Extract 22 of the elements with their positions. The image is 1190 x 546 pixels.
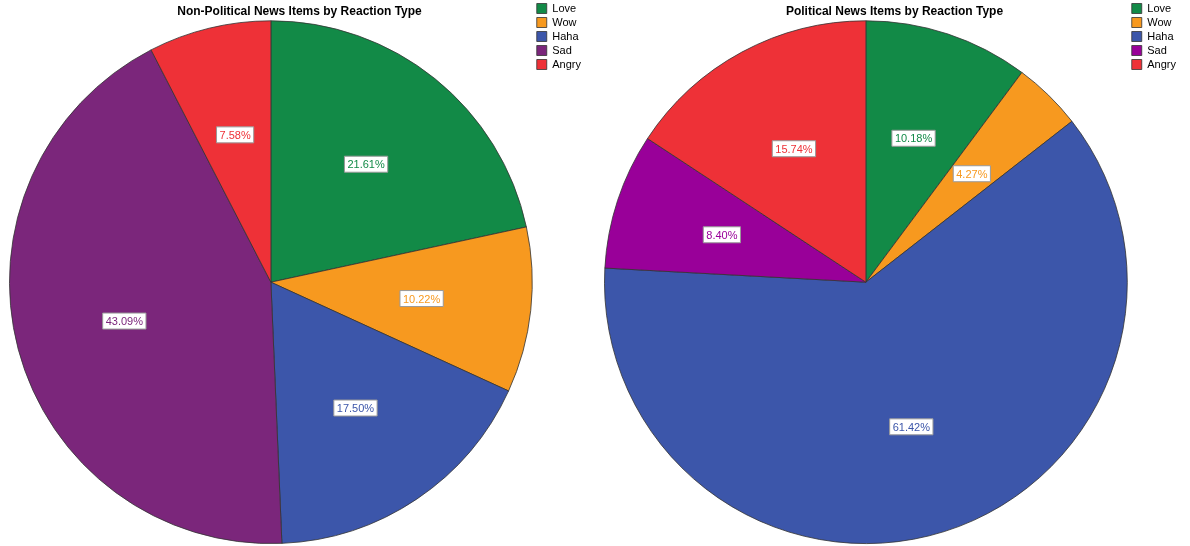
- legend-label: Wow: [1147, 15, 1172, 28]
- data-label: 7.58%: [219, 128, 251, 141]
- data-label: 8.40%: [706, 228, 738, 241]
- legend-label: Angry: [552, 57, 582, 70]
- legend-label: Love: [1147, 1, 1172, 14]
- legend-label: Haha: [552, 29, 580, 42]
- legend-label: Sad: [552, 43, 572, 56]
- data-label: 17.50%: [336, 402, 375, 415]
- chart-title: Non-Political News Items by Reaction Type: [177, 3, 423, 18]
- data-label: 15.74%: [775, 142, 813, 155]
- legend-label: Love: [552, 1, 577, 14]
- legend-label: Angry: [1147, 57, 1177, 70]
- data-label: 10.22%: [402, 292, 441, 305]
- legend-label: Sad: [1147, 43, 1167, 56]
- legend-label: Wow: [552, 15, 577, 28]
- chart-title: Political News Items by Reaction Type: [785, 3, 1004, 18]
- data-label: 43.09%: [105, 315, 144, 328]
- data-label: 4.27%: [956, 167, 988, 180]
- data-label: 21.61%: [347, 158, 385, 171]
- data-label: 10.18%: [894, 132, 933, 145]
- data-label: 61.42%: [892, 420, 931, 433]
- legend-label: Haha: [1147, 29, 1175, 42]
